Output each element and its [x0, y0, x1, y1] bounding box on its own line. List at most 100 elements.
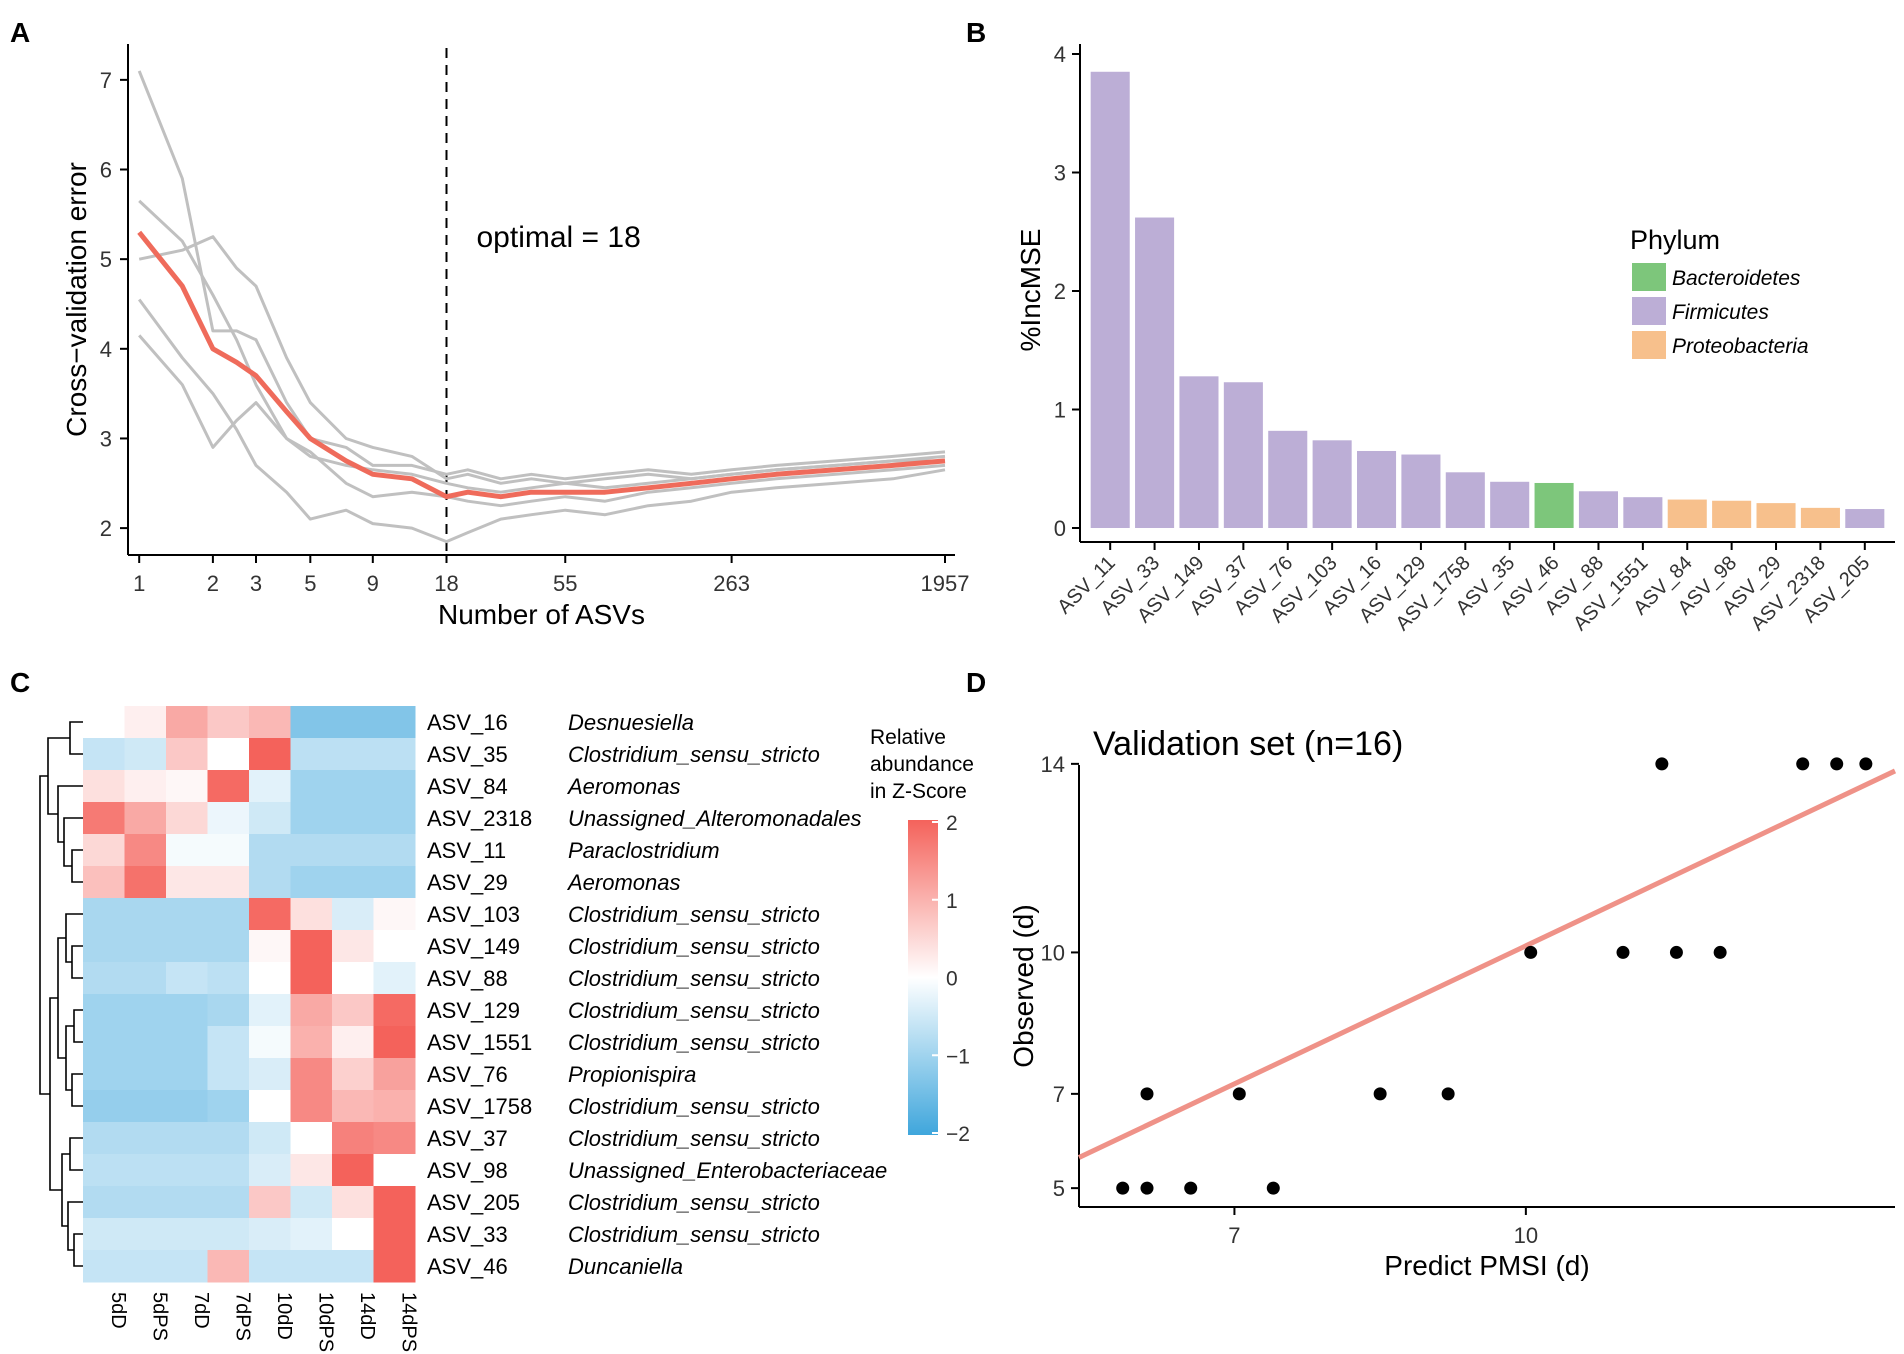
c-heat-cell: [290, 738, 333, 771]
c-dendrogram-link: [49, 997, 62, 1191]
c-heat-cell: [83, 1250, 125, 1283]
c-heat-cell: [373, 1058, 416, 1091]
d-point: [1669, 945, 1683, 959]
c-heat-cell: [290, 1186, 333, 1219]
c-heat-cell: [332, 898, 374, 931]
c-heat-cell: [290, 1218, 333, 1251]
c-heat-cell: [249, 770, 291, 803]
c-heat-cell: [373, 770, 416, 803]
c-row-label: ASV_46: [427, 1254, 508, 1279]
c-row-label: ASV_129: [427, 998, 520, 1023]
c-heat-cell: [249, 866, 291, 899]
b-legend-label: Firmicutes: [1672, 301, 1769, 324]
c-heat-cell: [207, 1090, 250, 1123]
panel-label-c: C: [10, 667, 30, 698]
a-y-tick-label: 7: [100, 68, 112, 93]
c-row-label: ASV_16: [427, 710, 508, 735]
c-heat-cell: [124, 834, 167, 867]
c-heat-cell: [207, 738, 250, 771]
c-heat-cell: [373, 962, 416, 995]
b-bar: [1445, 472, 1485, 528]
c-heat-cell: [83, 1218, 125, 1251]
b-bar: [1223, 382, 1263, 528]
a-y-tick-label: 5: [100, 247, 112, 272]
c-heat-cell: [207, 994, 250, 1027]
c-heat-cell: [249, 1218, 291, 1251]
c-heat-cell: [249, 1122, 291, 1155]
b-legend-swatch: [1632, 331, 1666, 359]
d-point: [1655, 757, 1669, 771]
d-point: [1232, 1087, 1246, 1101]
c-colorbar-tick-label: 0: [946, 968, 958, 991]
c-heat-cell: [332, 1218, 374, 1251]
c-taxon-label: Aeromonas: [566, 774, 681, 799]
c-heat-cell: [166, 1186, 208, 1219]
c-dendrogram-link: [39, 775, 50, 1095]
c-row-label: ASV_1551: [427, 1030, 532, 1055]
c-heat-cell: [332, 1090, 374, 1123]
c-row-label: ASV_35: [427, 742, 508, 767]
c-heat-cell: [124, 1186, 167, 1219]
c-heat-cell: [207, 898, 250, 931]
c-heat-cell: [83, 770, 125, 803]
b-bar: [1623, 497, 1663, 528]
c-heat-cell: [124, 770, 167, 803]
b-bar: [1578, 491, 1619, 528]
c-heat-cell: [83, 1090, 125, 1123]
panel-b: 01234%IncMSEASV_11ASV_33ASV_149ASV_37ASV…: [1015, 42, 1895, 635]
c-heat-cell: [332, 866, 374, 899]
c-heat-cell: [332, 1026, 374, 1059]
b-y-tick-label: 3: [1054, 161, 1066, 186]
d-point: [1796, 757, 1810, 771]
c-heat-cell: [124, 706, 167, 739]
a-mean-line: [137, 230, 946, 500]
b-legend-swatch: [1632, 297, 1666, 325]
c-heat-cell: [249, 834, 291, 867]
c-heat-cell: [83, 962, 125, 995]
b-bar: [1401, 454, 1441, 528]
c-heat-cell: [332, 738, 374, 771]
c-row-label: ASV_76: [427, 1062, 508, 1087]
c-heat-cell: [207, 770, 250, 803]
b-bar: [1712, 500, 1752, 528]
c-heat-cell: [290, 930, 333, 963]
c-taxon-label: Clostridium_sensu_stricto: [568, 1126, 820, 1151]
c-taxon-label: Unassigned_Alteromonadales: [568, 806, 862, 831]
d-point: [1524, 945, 1538, 959]
c-heat-cell: [207, 1058, 250, 1091]
b-legend-label: Bacteroidetes: [1672, 267, 1801, 290]
c-row-label: ASV_149: [427, 934, 520, 959]
c-heat-cell: [83, 930, 125, 963]
c-heat-cell: [207, 1218, 250, 1251]
a-x-tick-label: 18: [434, 571, 458, 596]
d-point: [1184, 1181, 1198, 1195]
c-heat-cell: [373, 738, 416, 771]
c-heat-cell: [83, 706, 125, 739]
c-heat-cell: [249, 738, 291, 771]
c-heat-cell: [332, 802, 374, 835]
d-point: [1859, 757, 1873, 771]
c-heat-cell: [290, 1122, 333, 1155]
c-heat-cell: [290, 962, 333, 995]
d-point: [1713, 945, 1727, 959]
c-dendrogram-link: [57, 937, 66, 1059]
c-heat-cell: [83, 898, 125, 931]
c-dendrogram-link: [69, 721, 83, 755]
c-heat-cell: [332, 834, 374, 867]
c-dendrogram-link: [73, 1233, 83, 1267]
c-col-label: 10dD: [273, 1292, 295, 1340]
a-cv-line: [138, 235, 945, 485]
a-y-tick-label: 6: [100, 158, 112, 183]
c-col-label: 7dPS: [231, 1292, 253, 1341]
c-heat-cell: [124, 802, 167, 835]
c-heat-cell: [83, 994, 125, 1027]
c-heat-cell: [124, 738, 167, 771]
c-heat-cell: [332, 1122, 374, 1155]
a-cv-line: [137, 298, 946, 544]
c-dendrogram-link: [71, 849, 83, 883]
c-heat-cell: [249, 994, 291, 1027]
c-heat-cell: [290, 706, 333, 739]
d-point: [1140, 1087, 1154, 1101]
c-heat-cell: [207, 930, 250, 963]
a-y-tick-label: 3: [100, 426, 112, 451]
